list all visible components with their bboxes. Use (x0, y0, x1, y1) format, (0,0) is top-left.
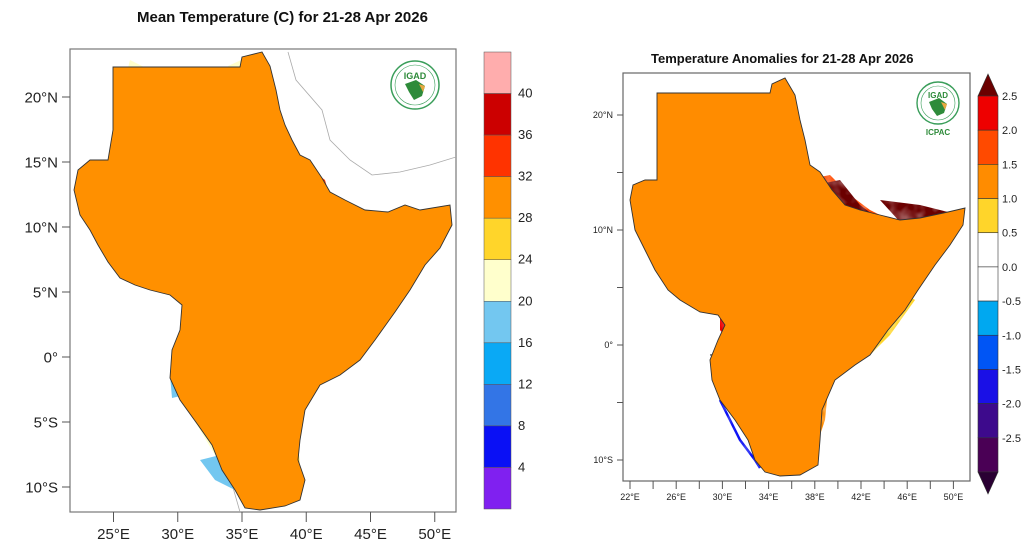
colorbar-label: -1.0 (1002, 330, 1021, 342)
colorbar-label: 20 (518, 293, 532, 308)
left-map-title: Mean Temperature (C) for 21-28 Apr 2026 (137, 9, 428, 26)
colorbar-label: -2.0 (1002, 399, 1021, 411)
lat-tick-label: 15°N (24, 154, 58, 171)
colorbar-swatch (977, 300, 999, 336)
icpac-logo-text: ICPAC (926, 128, 951, 137)
colorbar-label: -0.5 (1002, 296, 1021, 308)
colorbar-max-arrow (977, 73, 999, 97)
colorbar-swatch (483, 176, 512, 219)
colorbar-label: -1.5 (1002, 364, 1021, 376)
colorbar-label: 4 (518, 459, 525, 474)
right-map-axes: 20°N 10°N 0° 10°S 22°E 26°E 30°E 34°E 38°E 42°E 46… (593, 110, 963, 502)
lon-tick-label: 45°E (354, 526, 387, 543)
left-colorbar: 40 36 32 28 24 20 16 12 8 4 (483, 51, 532, 510)
colorbar-label: 28 (518, 210, 532, 225)
colorbar-swatch (483, 134, 512, 177)
colorbar-swatch (977, 369, 999, 404)
left-map-field (73, 51, 456, 512)
colorbar-min-arrow (977, 471, 999, 495)
colorbar-swatch (483, 93, 512, 136)
igad-logo: IGAD (390, 60, 440, 110)
lon-tick-label: 42°E (851, 492, 871, 502)
left-map-axes: 20°N 15°N 10°N 5°N 0° 5°S 10°S 25°E 30°E 35°E 40°E… (24, 89, 451, 543)
right-map-panel: IGAD ICPAC 20°N 10°N 0° 10°S 22°E 26°E 30°E 34°… (593, 72, 971, 502)
left-map-panel: IGAD 20°N 15°N 10°N 5°N 0° 5°S 10°S 25°E 30°E 35°… (24, 48, 457, 543)
colorbar-swatch (977, 232, 999, 268)
lon-tick-label: 35°E (226, 526, 259, 543)
lon-tick-label: 26°E (666, 492, 686, 502)
lat-tick-label: 10°S (593, 455, 613, 465)
lon-tick-label: 46°E (897, 492, 917, 502)
colorbar-label: 36 (518, 127, 532, 142)
lon-tick-label: 22°E (620, 492, 640, 502)
colorbar-swatch (977, 129, 999, 165)
colorbar-swatch (977, 164, 999, 199)
lat-tick-label: 10°S (25, 479, 58, 496)
colorbar-swatch (977, 403, 999, 439)
lat-tick-label: 5°N (33, 284, 58, 301)
colorbar-label: 32 (518, 169, 532, 184)
lat-tick-label: 10°N (593, 225, 613, 235)
colorbar-swatch (483, 342, 512, 385)
lat-tick-label: 20°N (24, 89, 58, 106)
colorbar-label: 16 (518, 335, 532, 350)
lat-tick-label: 0° (44, 349, 58, 366)
lat-tick-label: 10°N (24, 219, 58, 236)
colorbar-label: 1.0 (1002, 194, 1017, 206)
right-colorbar: 2.5 2.0 1.5 1.0 0.5 0.0 -0.5 -1.0 -1.5 -2.0 -2.5 (977, 73, 1021, 495)
lat-tick-label: 5°S (34, 414, 58, 431)
lon-tick-label: 50°E (944, 492, 964, 502)
colorbar-swatch (483, 425, 512, 468)
lat-tick-label: 0° (604, 340, 613, 350)
neighbor-border (287, 51, 456, 176)
colorbar-label: 24 (518, 252, 532, 267)
colorbar-swatch (977, 334, 999, 370)
colorbar-swatch (483, 51, 512, 94)
colorbar-label: 2.5 (1002, 91, 1017, 103)
colorbar-label: -2.5 (1002, 433, 1021, 445)
colorbar-swatch (483, 384, 512, 427)
colorbar-label: 1.5 (1002, 159, 1017, 171)
colorbar-label: 12 (518, 376, 532, 391)
lon-tick-label: 30°E (713, 492, 733, 502)
colorbar-swatch (483, 259, 512, 302)
lon-tick-label: 25°E (97, 526, 130, 543)
colorbar-label: 0.5 (1002, 228, 1017, 240)
lon-tick-label: 30°E (161, 526, 194, 543)
igad-logo-text: IGAD (404, 71, 427, 81)
right-map-field (629, 77, 966, 477)
lon-tick-label: 50°E (418, 526, 451, 543)
lon-tick-label: 34°E (759, 492, 779, 502)
colorbar-swatch (483, 467, 512, 510)
right-map-title: Temperature Anomalies for 21-28 Apr 2026 (651, 51, 914, 66)
colorbar-swatch (977, 198, 999, 234)
colorbar-label: 8 (518, 418, 525, 433)
colorbar-label: 40 (518, 86, 532, 101)
colorbar-label: 0.0 (1002, 262, 1017, 274)
colorbar-swatch (977, 95, 999, 131)
lat-tick-label: 20°N (593, 110, 613, 120)
colorbar-label: 2.0 (1002, 125, 1017, 137)
igad-logo-text: IGAD (928, 91, 948, 100)
lon-tick-label: 40°E (290, 526, 323, 543)
colorbar-swatch (977, 266, 999, 302)
colorbar-swatch (977, 437, 999, 473)
icpac-logo: IGAD ICPAC (916, 81, 960, 137)
colorbar-swatch (483, 217, 512, 260)
colorbar-swatch (483, 301, 512, 344)
zone-anom-neg (718, 399, 762, 469)
lon-tick-label: 38°E (805, 492, 825, 502)
